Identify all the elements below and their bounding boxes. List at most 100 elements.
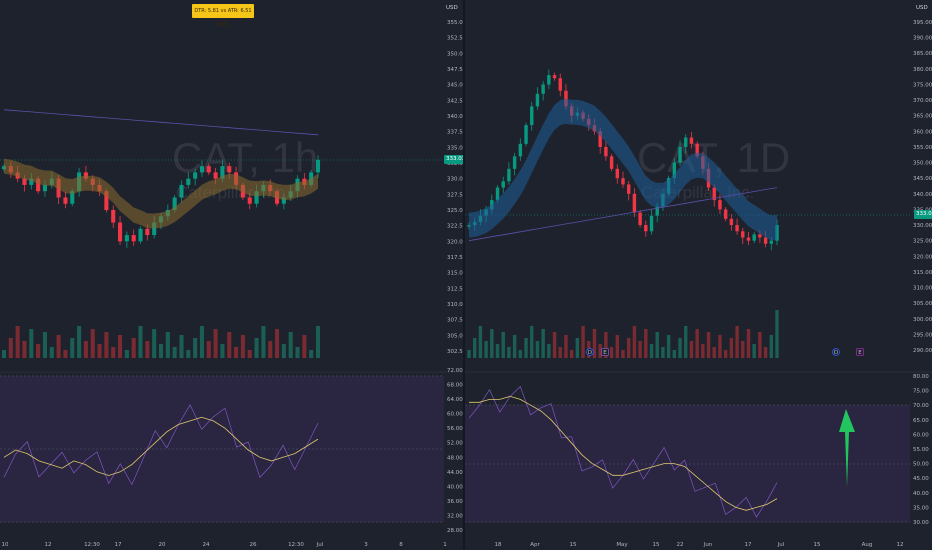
volume-bar xyxy=(735,326,739,358)
candle-body xyxy=(723,209,728,219)
price-tick-label: 295.00 xyxy=(913,332,932,338)
volume-bar xyxy=(581,326,585,358)
rsi-tick-label: 55.00 xyxy=(913,447,929,453)
rsi-tick-label: 70.00 xyxy=(913,403,929,409)
event-marker-label: D xyxy=(834,350,838,356)
chart-pane-right[interactable]: CAT, 1D Caterpillar, Inc. 395.00 390.00 385.… xyxy=(465,0,932,550)
volume-bar xyxy=(70,338,75,358)
candle-body xyxy=(604,146,608,157)
candle-body xyxy=(638,212,642,226)
candle-body xyxy=(247,197,252,204)
volume-bar xyxy=(315,326,321,358)
last-price-tag: 333.03 xyxy=(914,210,932,219)
volume-bar xyxy=(558,347,562,358)
candle-body xyxy=(621,178,625,185)
volume-bar xyxy=(467,350,471,358)
candle-body xyxy=(172,197,177,210)
event-marker xyxy=(586,348,594,356)
price-tick-label: 335.00 xyxy=(447,145,463,151)
rsi-tick-label: 44.00 xyxy=(447,470,463,476)
candle-body xyxy=(649,215,654,232)
volume-bar xyxy=(649,344,654,358)
time-tick-label: Jul xyxy=(316,542,324,548)
price-tick-label: 322.50 xyxy=(447,224,463,230)
volume-bar xyxy=(689,341,694,358)
price-tick-label: 395.00 xyxy=(913,20,932,26)
volume-bar xyxy=(478,326,483,358)
volume-bar xyxy=(706,332,711,358)
volume-bar xyxy=(220,344,225,358)
volume-bar xyxy=(295,347,300,358)
volume-bar xyxy=(15,326,20,358)
volume-bar xyxy=(179,335,184,358)
candle-body xyxy=(547,75,551,85)
volume-bar xyxy=(227,332,232,358)
candle-body xyxy=(36,178,41,192)
price-tick-label: 345.00 xyxy=(913,176,932,182)
volume-bar xyxy=(644,329,648,358)
volume-bar xyxy=(530,326,534,358)
rsi-tick-label: 30.00 xyxy=(913,520,929,526)
volume-bar xyxy=(598,344,602,358)
time-tick-label: May xyxy=(616,542,628,548)
candle-body xyxy=(530,106,534,126)
candle-body xyxy=(655,206,659,216)
volume-bar xyxy=(111,347,116,358)
candle-body xyxy=(199,166,205,173)
time-tick-label: 1 xyxy=(443,542,447,548)
volume-bar xyxy=(564,335,568,358)
candle-body xyxy=(535,93,540,107)
price-tick-label: 352.50 xyxy=(447,36,463,42)
volume-bar xyxy=(124,350,129,358)
candle-body xyxy=(227,166,232,173)
pane-divider[interactable] xyxy=(463,0,465,550)
slow-moving-average xyxy=(3,109,319,136)
candle-body xyxy=(254,191,259,204)
volume-bar xyxy=(524,338,528,358)
candle-body xyxy=(213,172,218,179)
volume-bar xyxy=(712,347,716,358)
volume-bar xyxy=(626,338,631,358)
volume-bar xyxy=(213,329,218,358)
candle-body xyxy=(179,184,184,198)
volume-bar xyxy=(63,350,68,358)
price-tick-label: 380.00 xyxy=(913,67,932,73)
time-tick-label: 12 xyxy=(45,542,52,548)
candle-body xyxy=(769,240,774,244)
volume-bar xyxy=(281,344,286,358)
candle-body xyxy=(70,191,75,204)
candle-body xyxy=(741,231,745,238)
price-tick-label: 347.50 xyxy=(447,67,463,73)
price-tick-label: 375.00 xyxy=(913,82,932,88)
candle-body xyxy=(501,181,505,188)
time-tick-label: Aug xyxy=(862,542,873,548)
price-tick-label: 355.00 xyxy=(913,145,932,151)
rsi-tick-label: 56.00 xyxy=(447,426,463,432)
time-tick-label: Apr xyxy=(530,542,540,548)
volume-bar xyxy=(247,350,252,358)
time-tick-label: 24 xyxy=(203,542,210,548)
price-tick-label: 325.00 xyxy=(913,239,932,245)
price-tick-label: 370.00 xyxy=(913,98,932,104)
candle-body xyxy=(609,156,614,169)
price-tick-label: 300.00 xyxy=(913,317,932,323)
volume-bar xyxy=(158,344,164,358)
volume-bar xyxy=(632,326,637,358)
price-tick-label: 305.00 xyxy=(447,333,463,339)
volume-bar xyxy=(131,338,136,358)
event-marker-label: E xyxy=(858,350,862,356)
volume-bar xyxy=(490,329,494,358)
volume-bar xyxy=(274,329,280,358)
volume-bar xyxy=(145,341,150,358)
candle-body xyxy=(524,125,528,144)
time-tick-label: 3 xyxy=(364,542,368,548)
time-tick-label: 12:30 xyxy=(84,542,100,548)
time-tick-label: 12 xyxy=(897,542,904,548)
volume-bar xyxy=(22,341,27,358)
volume-bar xyxy=(746,329,751,358)
candle-body xyxy=(63,197,68,204)
volume-bar xyxy=(535,341,540,358)
